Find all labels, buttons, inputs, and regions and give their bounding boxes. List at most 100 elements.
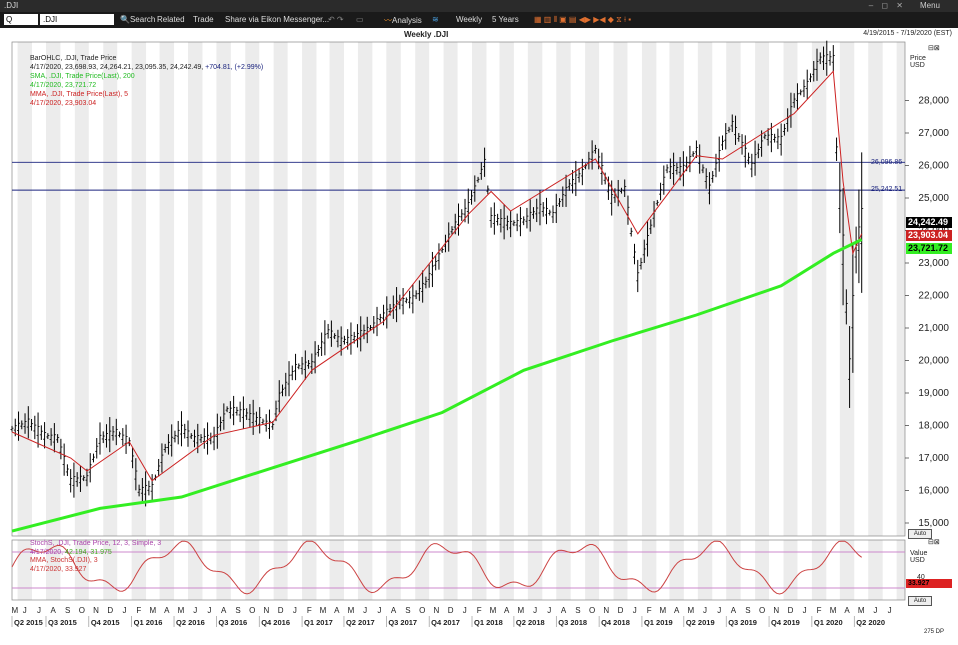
month-label: J [37, 606, 41, 615]
folder-icon[interactable]: ▭ [356, 15, 364, 24]
ric-input[interactable]: .DJI [40, 14, 114, 25]
month-band [839, 42, 855, 536]
stoch-mma-title: MMA, StochS(.DJI), 3 [30, 557, 98, 564]
stoch-pane-controls[interactable]: ⊟⊠ [928, 539, 940, 546]
month-band [499, 540, 514, 600]
month-label: N [93, 606, 99, 615]
month-label: M [858, 606, 865, 615]
month-label: D [107, 606, 113, 615]
date-range: 4/19/2015 - 7/19/2020 (EST) [863, 30, 952, 37]
quarter-label: Q3 2017 [388, 618, 417, 627]
month-label: M [687, 606, 694, 615]
month-label: A [844, 606, 850, 615]
chart-type-icons[interactable]: ▦ ▥ ⫴ ▣ ▤ ◀▶ ▶◀ ◆ ⧖ ⟊ ▪ [534, 15, 632, 24]
month-band [245, 42, 260, 536]
month-band [755, 42, 770, 536]
month-label: M [150, 606, 157, 615]
month-band [357, 42, 373, 536]
month-band [613, 540, 628, 600]
quarter-label: Q4 2018 [601, 618, 630, 627]
sma-line [11, 238, 863, 533]
month-band [45, 540, 61, 600]
month-band [868, 42, 883, 536]
month-label: J [703, 606, 707, 615]
quarter-label: Q4 2017 [431, 618, 460, 627]
month-label: A [51, 606, 57, 615]
window-buttons[interactable]: – ◻ ✕ [868, 1, 906, 10]
legend-ohlc: BarOHLC, .DJI, Trade Price [30, 55, 117, 62]
legend-mma: MMA, .DJI, Trade Price(Last), 5 [30, 91, 129, 98]
month-label: J [803, 606, 807, 615]
month-label: M [178, 606, 185, 615]
mma-badge: 23,903.04 [906, 230, 952, 241]
month-band [329, 540, 344, 600]
range-selector[interactable]: 5 Years [492, 15, 519, 24]
month-label: J [363, 606, 367, 615]
month-band [74, 540, 89, 600]
related-menu[interactable]: Related [157, 15, 185, 24]
month-band [613, 42, 628, 536]
month-label: D [618, 606, 624, 615]
month-label: O [589, 606, 595, 615]
month-band [527, 42, 543, 536]
price-chart[interactable]: 15,000 16,000 17,000 18,000 19,000 20,000 21,0… [0, 28, 958, 645]
month-band [74, 42, 89, 536]
stoch-legend-title: StochS, .DJI, Trade Price, 12, 3, Simple… [30, 540, 162, 547]
legend-sma: SMA, .DJI, Trade Price(Last), 200 [30, 73, 135, 80]
legend-sma-value: 4/17/2020, 23,721.72 [30, 82, 97, 89]
y-tick-label: 28,000 [918, 96, 949, 107]
month-band [896, 42, 905, 536]
month-band [783, 42, 798, 536]
quarter-label: Q2 2017 [346, 618, 375, 627]
mma-line [11, 70, 863, 482]
overlay-icon[interactable]: ≋ [432, 15, 439, 24]
y-tick-label: 15,000 [918, 518, 949, 529]
legend-ohlc-values: 4/17/2020, 23,698.93, 24,264.21, 23,095.… [30, 64, 264, 71]
month-label: N [264, 606, 270, 615]
month-label: A [731, 606, 737, 615]
month-label: A [504, 606, 510, 615]
month-band [17, 42, 33, 536]
month-band [527, 540, 543, 600]
menu-button[interactable]: Menu [919, 1, 940, 10]
month-label: J [122, 606, 126, 615]
value-auto-scale[interactable]: Auto [908, 596, 932, 606]
search-button[interactable]: 🔍Search [120, 15, 156, 24]
quarter-label: Q1 2016 [134, 618, 163, 627]
month-label: J [463, 606, 467, 615]
month-band [216, 540, 231, 600]
window-symbol: .DJI [4, 1, 19, 10]
month-band [472, 42, 487, 536]
chart-title: Weekly .DJI [404, 30, 449, 39]
month-label: M [490, 606, 497, 615]
month-label: A [391, 606, 397, 615]
analysis-menu[interactable]: 〰Analysis [384, 16, 422, 25]
month-label: J [633, 606, 637, 615]
stoch-pane-frame [11, 539, 906, 601]
month-label: A [674, 606, 680, 615]
month-band [103, 540, 118, 600]
legend-mma-value: 4/17/2020, 23,903.04 [30, 100, 97, 107]
month-label: J [377, 606, 381, 615]
month-label: D [788, 606, 794, 615]
stoch-legend: StochS, .DJI, Trade Price, 12, 3, Simple… [30, 540, 161, 574]
interval-selector[interactable]: Weekly [456, 15, 483, 24]
price-auto-scale[interactable]: Auto [908, 529, 932, 539]
trade-menu[interactable]: Trade [193, 15, 214, 24]
month-band [187, 42, 203, 536]
month-label: J [533, 606, 537, 615]
stoch-badge: 33.927 [906, 579, 952, 588]
month-band [386, 540, 401, 600]
quote-type-selector[interactable]: Q [4, 14, 38, 25]
month-label: A [334, 606, 340, 615]
share-button[interactable]: Share via Eikon Messenger... [225, 15, 330, 24]
quarter-label: Q3 2015 [48, 618, 77, 627]
month-label: M [830, 606, 837, 615]
undo-icon[interactable]: ↶ ↷ [328, 15, 344, 24]
month-label: J [23, 606, 27, 615]
month-label: F [817, 606, 822, 615]
month-label: O [419, 606, 425, 615]
month-band [556, 540, 571, 600]
month-band [585, 540, 600, 600]
price-pane-controls[interactable]: ⊟⊠ [928, 45, 940, 52]
